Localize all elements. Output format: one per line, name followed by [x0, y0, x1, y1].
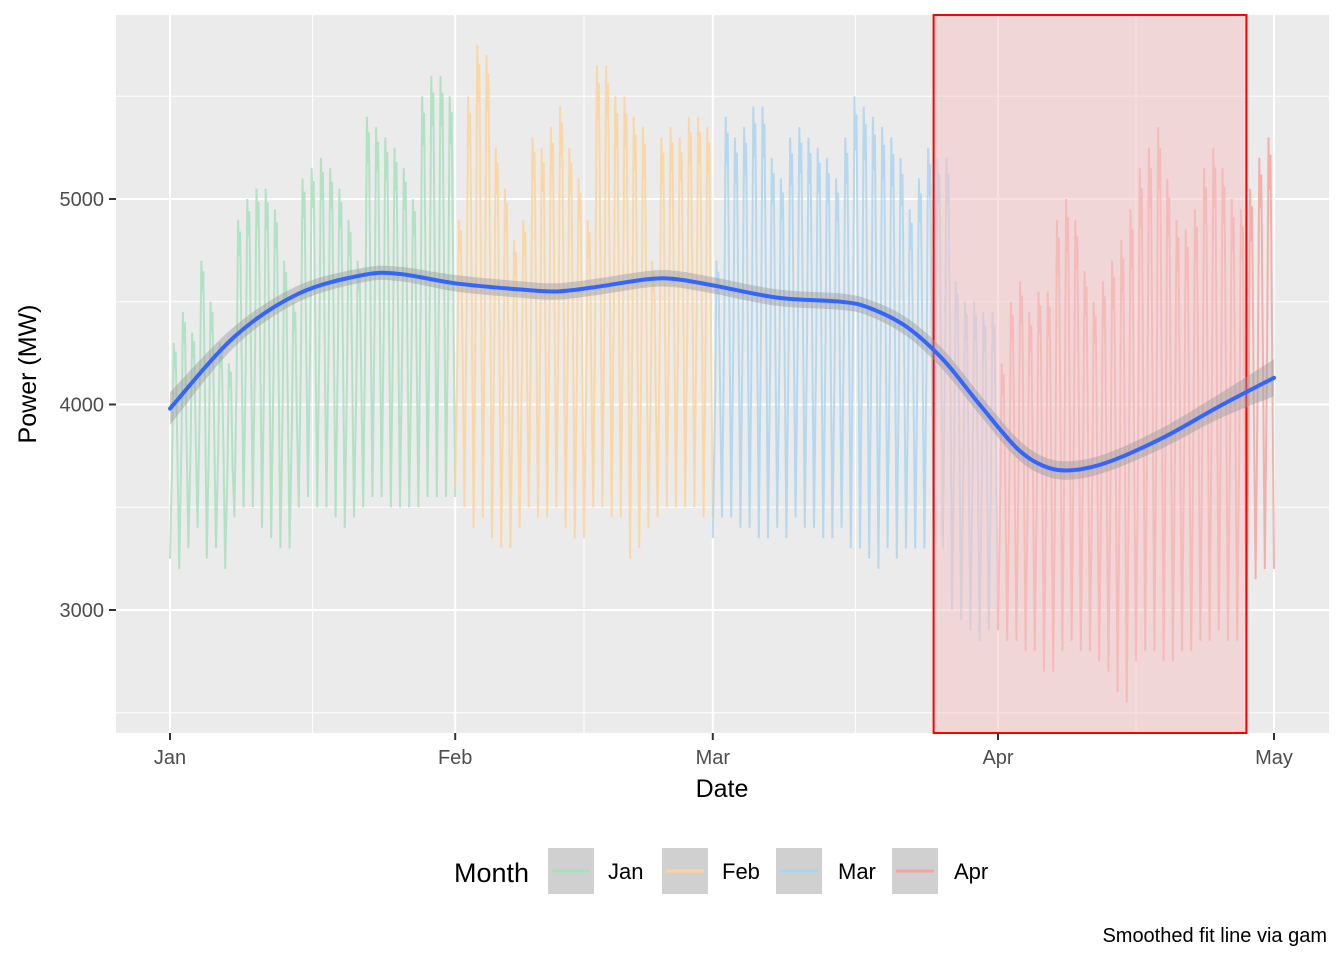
y-tick-label: 5000	[60, 189, 105, 211]
y-axis-title: Power (MW)	[14, 305, 42, 444]
y-tick-label: 4000	[60, 395, 105, 417]
x-tick-label: May	[1255, 747, 1293, 769]
series-line-feb	[454, 44, 714, 559]
smooth-fit-line	[168, 270, 1276, 473]
x-tick-label: Apr	[982, 747, 1013, 769]
legend-label: Feb	[722, 859, 760, 884]
legend-label: Mar	[838, 859, 876, 884]
x-tick-label: Mar	[696, 747, 731, 769]
x-axis-title: Date	[696, 775, 749, 803]
highlight-layer	[932, 14, 1248, 734]
axis-layer: 3000 4000 5000 Jan Feb Mar Apr May	[60, 189, 1293, 769]
highlight-rectangle	[932, 14, 1248, 734]
legend-entry-apr: Apr	[892, 848, 988, 894]
chart-caption: Smoothed fit line via gam	[1102, 925, 1327, 947]
legend: Month Jan Feb Mar Apr	[454, 848, 988, 894]
y-tick-label: 3000	[60, 600, 105, 622]
legend-entry-jan: Jan	[548, 848, 643, 894]
legend-entry-mar: Mar	[776, 848, 876, 894]
legend-label: Apr	[954, 859, 988, 884]
legend-title: Month	[454, 858, 529, 888]
legend-entry-feb: Feb	[662, 848, 760, 894]
x-tick-label: Feb	[438, 747, 472, 769]
series-line-jan	[169, 75, 457, 569]
smooth-layer	[168, 265, 1276, 480]
x-tick-label: Jan	[154, 747, 186, 769]
legend-label: Jan	[608, 859, 643, 884]
